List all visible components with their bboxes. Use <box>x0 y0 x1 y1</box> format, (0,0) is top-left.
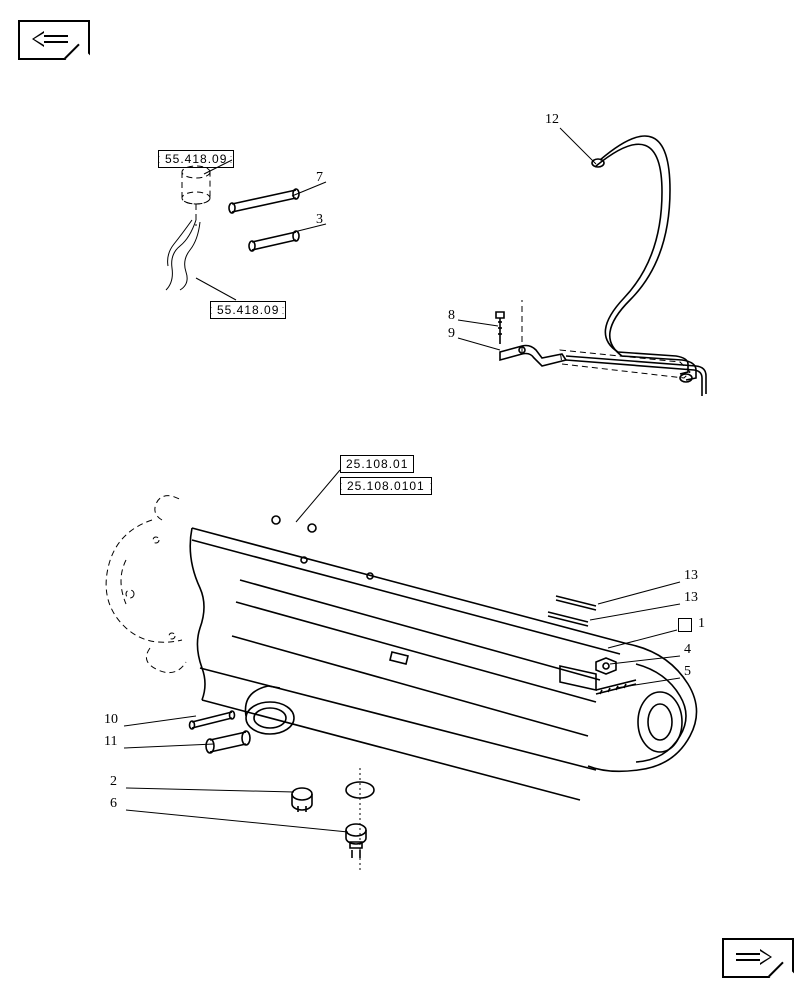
callout-index: 7 <box>316 170 323 186</box>
callout-index: 2 <box>110 774 117 790</box>
callout-index: 8 <box>448 308 455 324</box>
callout-index: 9 <box>448 326 455 342</box>
ref-box-text: 25.108.01 <box>346 457 408 471</box>
callout-index: 6 <box>110 796 117 812</box>
callout-index: 12 <box>545 112 559 128</box>
ref-box: 55.418.09 <box>210 301 286 319</box>
callout-index: 1 <box>698 616 705 632</box>
ref-box: 25.108.0101 <box>340 477 432 495</box>
ref-box-text: 55.418.09 <box>216 303 280 317</box>
arrow-right-icon <box>734 949 774 971</box>
callout-index: 4 <box>684 642 691 658</box>
callout-index: 10 <box>104 712 118 728</box>
arrow-left-icon <box>30 31 70 53</box>
diagram-canvas: 55.418.09 55.418.09 25.108.01 25.108.010… <box>0 0 812 1000</box>
ref-box-text: 55.418.09 <box>164 152 228 166</box>
callout-index: 13 <box>684 568 698 584</box>
callout-index: 3 <box>316 212 323 228</box>
ref-box: 55.418.09 <box>158 150 234 168</box>
ref-box-text: 25.108.0101 <box>346 479 426 493</box>
callout-index: 11 <box>104 734 117 750</box>
callout-index: 5 <box>684 664 691 680</box>
diagram-lineart <box>0 0 812 1000</box>
callout-index: 13 <box>684 590 698 606</box>
corner-badge-top-left <box>18 20 90 60</box>
corner-badge-bottom-right <box>722 938 794 978</box>
ref-box: 25.108.01 <box>340 455 414 473</box>
note-marker-icon <box>678 618 692 632</box>
